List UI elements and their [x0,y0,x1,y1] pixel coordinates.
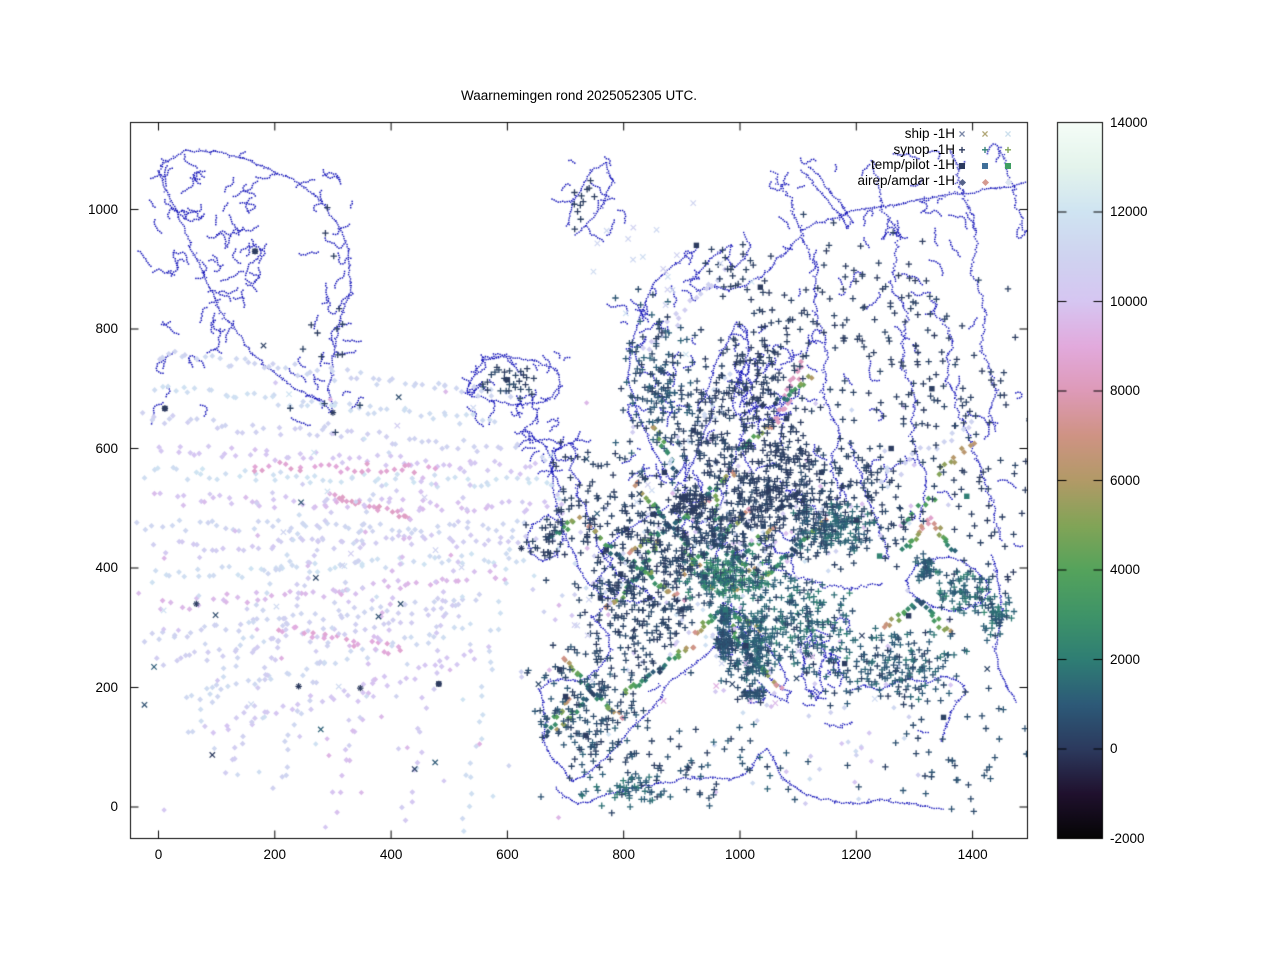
legend-marker-x-icon: × [981,127,989,141]
legend-item-ship: ship -1H × × × [620,126,1030,142]
colorbar-tick-label: 10000 [1110,293,1148,309]
colorbar-tick-label: 6000 [1110,472,1141,488]
x-tick-label: 1400 [957,847,988,862]
legend-marker-square-icon [1000,157,1016,173]
x-tick-label: 200 [263,847,287,862]
y-tick-label: 0 [110,799,118,814]
legend-marker-square-icon [977,157,993,173]
y-tick-label: 1000 [87,201,118,217]
colorbar-tick-label: -2000 [1110,830,1145,846]
y-tick-label: 600 [95,440,118,456]
colorbar-tick-label: 12000 [1110,204,1148,219]
colorbar-tick-label: 4000 [1110,562,1141,577]
colorbar-tick-label: 14000 [1110,114,1148,130]
legend-marker-x-icon: × [958,127,966,141]
legend-marker-diamond-icon [954,173,970,189]
x-tick-label: 400 [379,847,403,862]
x-tick-label: 1200 [841,847,872,862]
legend-item-airepamdar: airep/amdar -1H [620,173,1030,189]
legend-marker-x-icon: × [1004,127,1012,141]
legend-marker-+-icon: + [1004,142,1012,157]
x-tick-label: 1000 [724,847,756,862]
y-tick-label: 200 [95,679,118,695]
y-tick-label: 400 [95,560,118,575]
legend-marker-+-icon: + [981,142,989,157]
legend-item-synop: synop -1H + + + [620,142,1030,158]
legend-marker-diamond-icon [1000,173,1016,189]
legend-label: temp/pilot -1H [870,157,955,172]
colorbar-tick-label: 8000 [1110,383,1141,398]
colorbar-tick-label: 2000 [1110,651,1141,667]
x-tick-label: 800 [612,847,635,862]
legend-label: synop -1H [893,141,955,157]
x-tick-label: 0 [154,847,163,862]
legend-marker-+-icon: + [958,142,966,157]
legend-label: ship -1H [904,126,955,141]
chart-title: Waarnemingen rond 2025052305 UTC. [461,88,697,103]
legend-item-temppilot: temp/pilot -1H [620,157,1030,173]
legend-marker-diamond-icon [977,173,993,189]
x-tick-label: 600 [496,847,519,862]
legend-label: airep/amdar -1H [857,172,955,188]
y-tick-label: 800 [95,321,118,336]
legend-marker-square-icon [954,157,970,173]
colorbar-tick-label: 0 [1110,741,1118,756]
